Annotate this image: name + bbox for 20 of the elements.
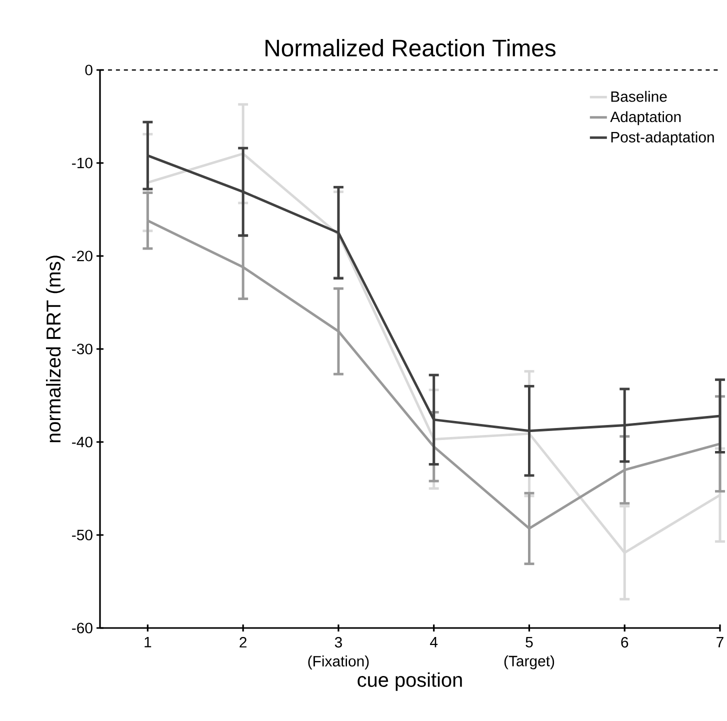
x-tick-label: 2 xyxy=(240,636,246,648)
legend-label: Post-adaptation xyxy=(611,132,714,146)
x-tick-label: 6 xyxy=(621,636,628,648)
x-tick-label: 7 xyxy=(716,637,724,648)
legend-label: Baseline xyxy=(611,90,667,102)
legend-label: Adaptation xyxy=(610,111,681,126)
y-tick-label: -60 xyxy=(72,622,92,634)
x-axis-title: cue position xyxy=(358,672,462,691)
chart-title: Normalized Reaction Times xyxy=(266,38,556,57)
y-tick-label: 0 xyxy=(85,64,92,76)
x-tick-label: 3 (Fixation) xyxy=(308,636,369,670)
y-tick-label: -20 xyxy=(72,250,92,262)
y-tick-label: -40 xyxy=(72,436,92,448)
x-tick-label: 5 (Target) xyxy=(504,637,554,670)
y-tick-label: -30 xyxy=(72,344,92,354)
x-tick-label: 4 xyxy=(430,637,438,648)
y-axis-title: normalized RRT (ms) xyxy=(46,256,65,442)
y-tick-label: -50 xyxy=(72,530,92,540)
x-tick-label: 1 xyxy=(144,637,152,648)
y-tick-label: -10 xyxy=(72,158,92,168)
